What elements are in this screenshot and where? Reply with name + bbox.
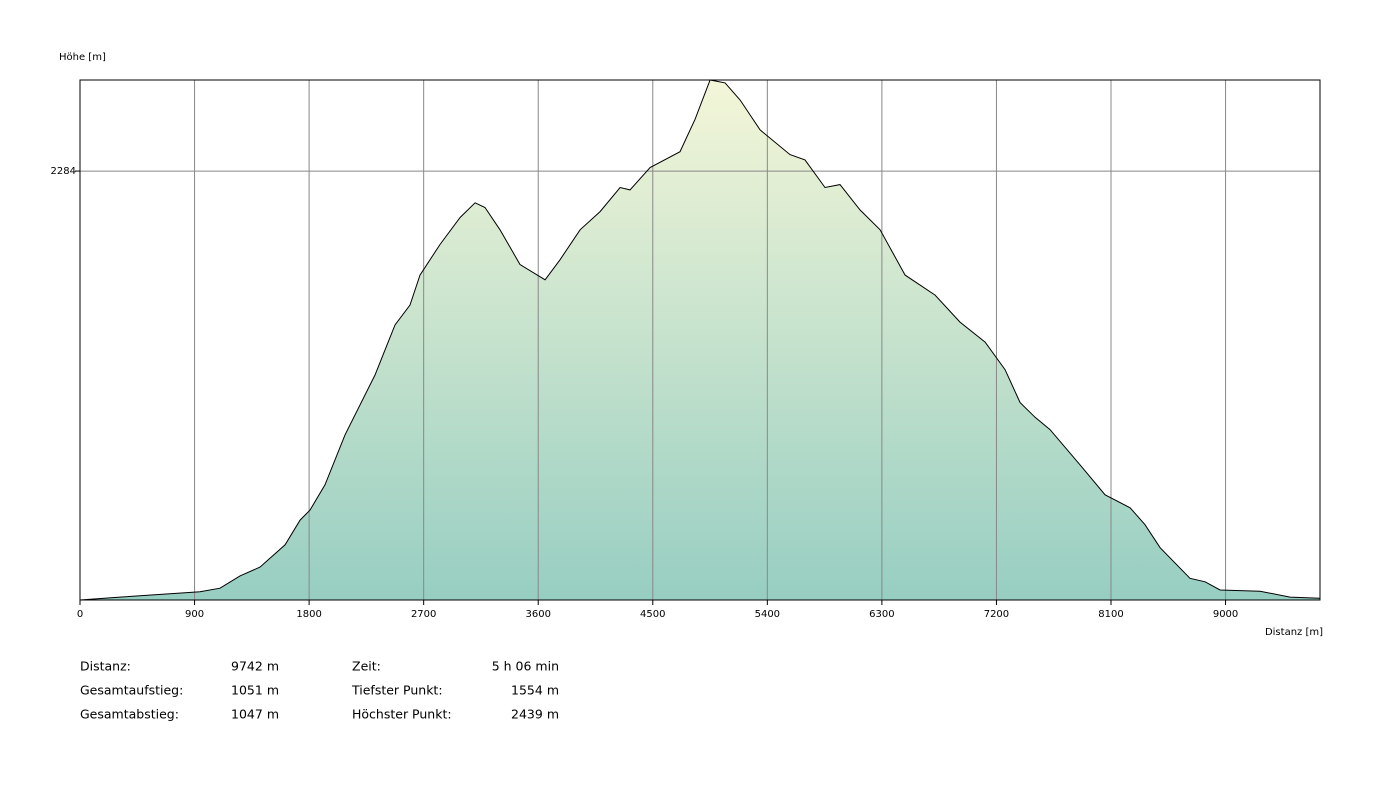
x-axis-label: Distanz [m] <box>1265 627 1323 638</box>
x-tick-label: 4500 <box>640 609 665 620</box>
elevation-line <box>79 79 1321 601</box>
area-fill <box>80 80 1320 600</box>
stat-label: Gesamtaufstieg: <box>80 683 183 698</box>
y-axis-label: Höhe [m] <box>59 52 106 63</box>
x-tick-label: 2700 <box>411 609 436 620</box>
x-tick-label: 5400 <box>755 609 780 620</box>
stat-label: Tiefster Punkt: <box>351 683 443 698</box>
x-tick-label: 3600 <box>525 609 550 620</box>
x-tick-label: 6300 <box>869 609 894 620</box>
stat-value: 1554 m <box>511 683 559 698</box>
plot-frame <box>79 79 1321 601</box>
stat-value: 5 h 06 min <box>492 659 559 674</box>
y-tick-label: 2284 <box>51 166 76 177</box>
stat-label: Höchster Punkt: <box>352 707 452 722</box>
stat-label: Distanz: <box>80 659 131 674</box>
stat-value: 2439 m <box>511 707 559 722</box>
x-tick-label: 8100 <box>1098 609 1123 620</box>
stat-value: 1051 m <box>231 683 279 698</box>
stat-value: 9742 m <box>231 659 279 674</box>
x-tick-label: 7200 <box>984 609 1009 620</box>
stat-label: Zeit: <box>352 659 381 674</box>
x-tick-label: 0 <box>77 609 83 620</box>
x-tick-label: 9000 <box>1213 609 1238 620</box>
stat-value: 1047 m <box>231 707 279 722</box>
x-tick-label: 900 <box>185 609 204 620</box>
stat-label: Gesamtabstieg: <box>80 707 179 722</box>
x-tick-label: 1800 <box>296 609 321 620</box>
